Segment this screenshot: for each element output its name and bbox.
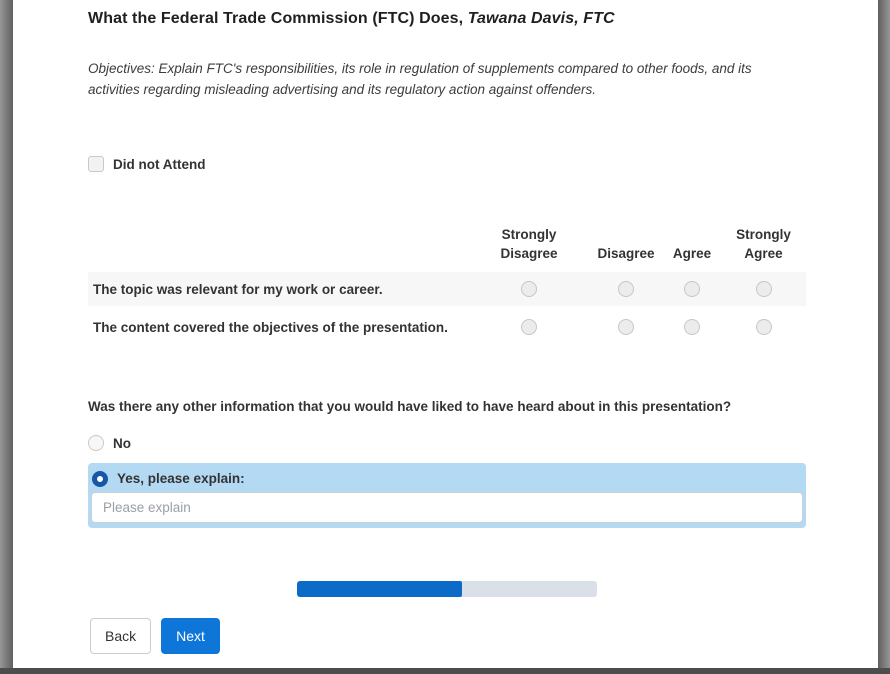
next-button[interactable]: Next <box>161 618 220 654</box>
column-header-strongly-agree: Strongly Agree <box>736 227 791 261</box>
radio-topic-strongly-disagree[interactable] <box>521 281 537 297</box>
radio-topic-agree[interactable] <box>684 281 700 297</box>
radio-yes-selected[interactable] <box>92 470 108 487</box>
option-yes[interactable]: Yes, please explain: <box>91 467 803 490</box>
window-edge-bottom <box>0 668 890 674</box>
column-header-agree: Agree <box>672 246 712 261</box>
did-not-attend-checkbox[interactable] <box>88 156 104 172</box>
open-question-label: Was there any other information that you… <box>88 399 732 414</box>
explain-input[interactable] <box>91 492 803 523</box>
back-button[interactable]: Back <box>90 618 152 654</box>
statement-text: The content covered the objectives of th… <box>93 319 448 335</box>
radio-content-agree[interactable] <box>684 319 700 335</box>
did-not-attend-option[interactable]: Did not Attend <box>88 156 248 172</box>
radio-no[interactable] <box>88 435 104 451</box>
option-no[interactable]: No <box>88 431 208 455</box>
option-yes-block: Yes, please explain: <box>88 463 806 528</box>
radio-content-disagree[interactable] <box>618 319 634 335</box>
window-edge-left <box>0 0 13 674</box>
matrix-row-content-objectives: The content covered the objectives of th… <box>88 310 806 344</box>
navigation-buttons: Back Next <box>90 618 806 654</box>
presenter-name: Tawana Davis, FTC <box>463 10 615 27</box>
radio-topic-strongly-agree[interactable] <box>755 281 772 297</box>
objectives-text: Objectives: Explain FTC's responsibiliti… <box>88 61 752 97</box>
matrix-header-row: Strongly Disagree Disagree Agree Strongl… <box>88 226 806 272</box>
did-not-attend-label: Did not Attend <box>113 156 206 172</box>
page-title: What the Federal Trade Commission (FTC) … <box>88 10 806 28</box>
progress-bar <box>297 581 597 597</box>
radio-topic-disagree[interactable] <box>618 281 634 297</box>
presentation-title: What the Federal Trade Commission (FTC) … <box>88 10 464 27</box>
radio-content-strongly-disagree[interactable] <box>521 319 537 335</box>
matrix-row-topic-relevant: The topic was relevant for my work or ca… <box>88 272 806 306</box>
radio-content-strongly-agree[interactable] <box>755 319 772 335</box>
window-edge-right <box>878 0 890 674</box>
statement-text: The topic was relevant for my work or ca… <box>93 281 383 297</box>
column-header-strongly-disagree: Strongly Disagree <box>500 227 558 261</box>
column-header-disagree: Disagree <box>597 246 655 261</box>
survey-form: What the Federal Trade Commission (FTC) … <box>88 0 806 654</box>
option-no-label: No <box>113 435 131 451</box>
rating-matrix: Strongly Disagree Disagree Agree Strongl… <box>88 226 806 344</box>
option-yes-label: Yes, please explain: <box>117 471 245 486</box>
progress-fill <box>297 581 462 597</box>
